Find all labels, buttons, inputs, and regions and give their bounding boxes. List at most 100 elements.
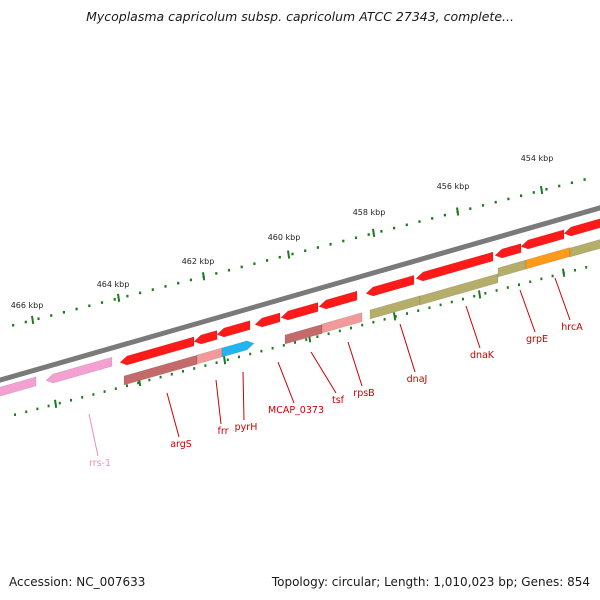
cds-block	[563, 218, 600, 237]
inner-dot	[361, 323, 364, 327]
inner-dot	[316, 335, 319, 338]
scale-dot	[24, 320, 27, 324]
inner-dot	[70, 398, 72, 402]
scale-dot	[532, 191, 535, 194]
scale-major-tick	[456, 207, 460, 216]
scale-dot	[113, 298, 116, 301]
inner-dot	[294, 341, 296, 344]
inner-dot	[529, 280, 532, 284]
scale-dot	[266, 259, 269, 262]
scale-major-tick	[372, 228, 376, 238]
inner-dot	[406, 312, 408, 315]
scale-dot	[342, 239, 345, 243]
inner-dot	[271, 346, 274, 350]
scale-label: 458 kbp	[353, 208, 386, 217]
gene-label: frr	[218, 426, 229, 437]
scale-dot	[393, 226, 396, 230]
inner-dot	[439, 303, 442, 307]
inner-dot	[103, 390, 106, 393]
inner-dot	[58, 401, 61, 405]
scale-dot	[443, 213, 446, 217]
leader-line	[166, 392, 180, 438]
cds-block	[221, 340, 255, 358]
gene-label: tsf	[332, 395, 345, 406]
gene-label: argS	[170, 439, 192, 450]
scale-dot	[88, 304, 91, 308]
scale-dot	[329, 242, 332, 246]
scale-dot	[164, 285, 167, 288]
scale-label: 466 kbp	[11, 301, 44, 310]
inner-dot	[92, 393, 95, 396]
cds-block	[254, 312, 281, 328]
cds-block	[415, 251, 494, 282]
scale-label: 462 kbp	[182, 257, 215, 266]
scale-label: 460 kbp	[268, 233, 301, 242]
inner-dot	[182, 370, 184, 373]
inner-dot	[394, 315, 397, 318]
scale-dot	[520, 194, 523, 197]
scale-dot	[215, 272, 218, 275]
scale-label: 464 kbp	[97, 280, 130, 289]
inner-dot	[372, 320, 375, 324]
topology-text: Topology: circular; Length: 1,010,023 bp…	[271, 575, 590, 589]
gene-label: hrcA	[561, 322, 583, 333]
inner-dot	[506, 286, 509, 289]
scale-dot	[431, 217, 434, 220]
inner-dot	[282, 344, 285, 347]
inner-major-tick	[393, 312, 397, 321]
inner-dot	[170, 372, 173, 376]
scale-label: 454 kbp	[521, 154, 554, 163]
scale-dot	[380, 230, 383, 233]
scale-dot	[558, 184, 561, 188]
inner-dot	[238, 355, 240, 359]
cds-block	[280, 302, 319, 321]
leader-line	[554, 277, 571, 321]
scale-dot	[75, 307, 78, 311]
scale-dot	[570, 181, 573, 185]
scale-dot	[126, 294, 129, 298]
scale-dot	[354, 236, 358, 240]
inner-dot	[462, 297, 464, 301]
leader-line	[310, 351, 337, 394]
scale-dot	[139, 291, 142, 295]
inner-major-tick	[223, 356, 227, 365]
leader-line	[277, 361, 295, 404]
leader-line	[465, 305, 481, 349]
inner-dot	[249, 352, 252, 356]
gene-labels: hrcA grpE dnaK dnaJ rpsB tsf MCAP_0373 pyrH frr a…	[88, 277, 583, 469]
inner-major-tick	[478, 290, 482, 299]
inner-dot	[540, 277, 543, 281]
scale-dot	[240, 265, 243, 269]
leader-line	[88, 413, 99, 457]
inner-dot	[350, 326, 352, 330]
inner-dot	[574, 268, 576, 272]
gene-label: dnaK	[470, 350, 495, 361]
scale-dot	[418, 220, 421, 223]
cds-block	[497, 259, 527, 278]
inner-dot	[383, 318, 386, 321]
inner-dot	[193, 367, 196, 370]
inner-dot	[473, 294, 476, 298]
inner-dot	[518, 283, 520, 286]
gene-label: grpE	[526, 334, 548, 345]
leader-line	[347, 341, 363, 387]
scale-dot	[316, 246, 319, 249]
cds-block	[520, 229, 565, 250]
cds-block	[365, 274, 415, 297]
inner-dot	[25, 410, 28, 414]
cds-block	[193, 330, 218, 345]
inner-dot	[148, 378, 151, 382]
inner-dot	[36, 407, 39, 411]
scale-dot	[545, 187, 548, 191]
inner-dot	[126, 384, 128, 388]
leader-line	[242, 371, 245, 421]
inner-dot	[495, 289, 498, 292]
inner-dot	[159, 375, 162, 379]
scale-dot	[189, 278, 192, 282]
cds-block	[284, 324, 323, 345]
inner-dot	[428, 306, 431, 310]
cds-block	[216, 320, 251, 338]
scale-dot	[507, 197, 510, 201]
cds-block	[318, 290, 358, 310]
cds-block	[419, 273, 499, 306]
